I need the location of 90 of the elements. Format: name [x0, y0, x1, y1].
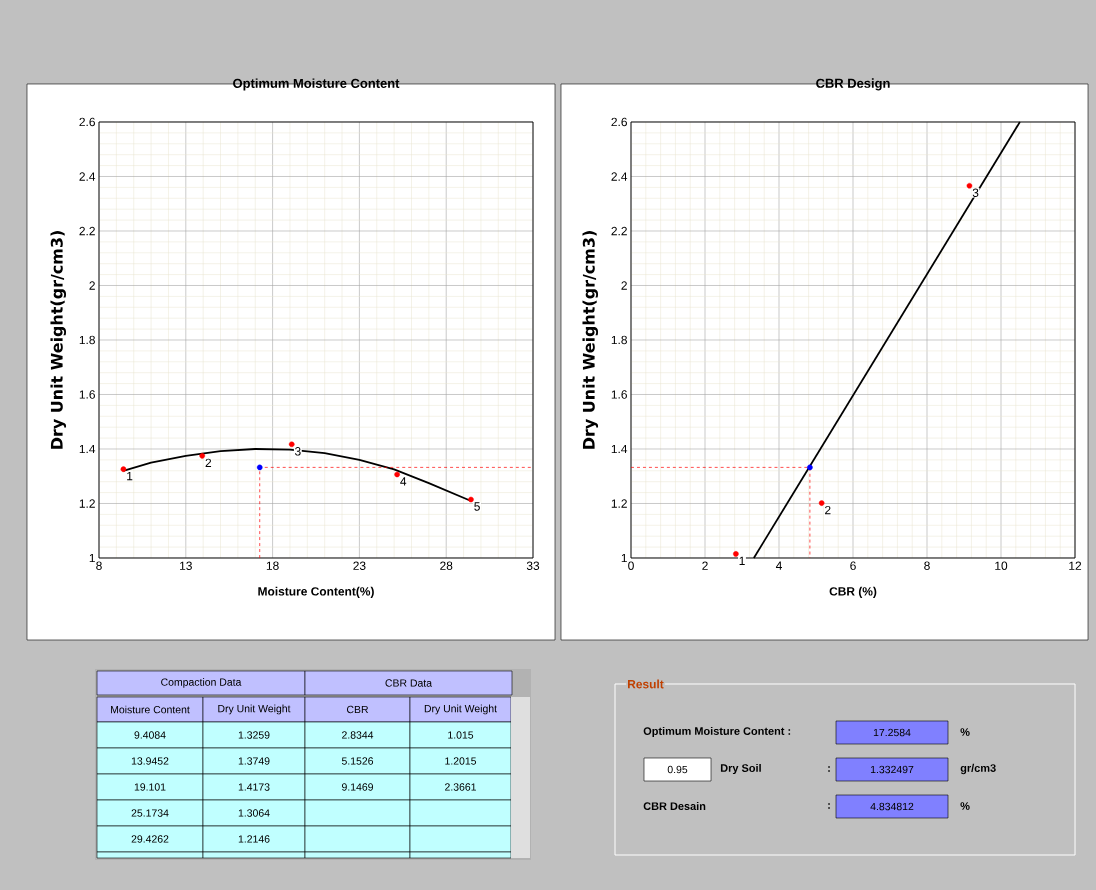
text: Dry Unit Weight — [218, 704, 291, 715]
y-tick-label: 1.2 — [611, 499, 627, 508]
text: : — [828, 803, 830, 809]
x-axis-title: CBR (%) — [829, 586, 877, 598]
text: 25.1734 — [131, 809, 169, 817]
text: 17.2584 — [873, 728, 911, 737]
y-axis-title: Dry Unit Weight(gr/cm3) — [582, 231, 599, 449]
text: 29.4262 — [131, 835, 169, 843]
point — [807, 464, 813, 471]
y-tick-label: 2 — [621, 281, 627, 290]
point — [468, 496, 474, 503]
text: 2.8344 — [342, 731, 374, 739]
annotation: 1 — [127, 471, 133, 481]
y-tick-label: 2.6 — [611, 117, 627, 127]
text: 9.4084 — [134, 731, 166, 739]
text: 5.1526 — [341, 757, 374, 765]
y-tick-label: 2.2 — [79, 226, 95, 236]
point — [733, 551, 739, 557]
text: 9.1469 — [341, 783, 373, 791]
annotation: 2 — [825, 505, 831, 515]
text: : — [828, 766, 830, 772]
text: 1.332497 — [870, 765, 914, 774]
text: 19.101 — [134, 783, 166, 791]
point — [256, 464, 263, 471]
text: Result — [628, 679, 664, 689]
y-tick-label: 1.6 — [611, 390, 627, 399]
point — [818, 500, 825, 506]
y-tick-label: 2.2 — [611, 226, 627, 236]
chart-title: CBR Design — [816, 78, 890, 91]
y-tick-label: 1 — [89, 553, 95, 563]
text: Dry Unit Weight — [424, 704, 497, 715]
point — [199, 453, 205, 459]
text: 1.2146 — [238, 835, 270, 843]
point — [394, 471, 400, 478]
text: % — [960, 728, 970, 736]
text: CBR — [346, 705, 369, 714]
point — [966, 182, 973, 189]
text: Optimum Moisture Content : — [643, 726, 791, 738]
x-tick-label: 12 — [1069, 561, 1082, 570]
y-tick-label: 2.4 — [611, 172, 628, 181]
text: 1.015 — [448, 731, 474, 739]
annotation: 2 — [205, 458, 212, 467]
text: CBR Desain — [643, 801, 706, 811]
text: 1.2015 — [445, 757, 477, 765]
x-tick-label: 10 — [995, 561, 1008, 570]
text: % — [960, 802, 970, 810]
y-tick-label: 1.2 — [79, 499, 95, 508]
text: CBR Data — [385, 679, 433, 687]
text: 1.3064 — [238, 809, 270, 817]
x-tick-label: 8 — [96, 561, 102, 570]
y-tick-label: 1.6 — [79, 390, 95, 399]
y-axis-title: Dry Unit Weight(gr/cm3) — [50, 231, 67, 449]
y-tick-label: 1.8 — [79, 335, 95, 345]
text: 13.9452 — [131, 757, 169, 765]
x-tick-label: 23 — [353, 561, 366, 570]
x-tick-label: 28 — [440, 561, 453, 570]
x-tick-label: 2 — [702, 561, 708, 570]
text: Moisture Content — [111, 705, 190, 714]
annotation: 3 — [972, 188, 979, 197]
y-tick-label: 1.4 — [611, 444, 628, 454]
text: 0.95 — [667, 765, 688, 774]
text: 1.4173 — [238, 783, 270, 791]
x-tick-label: 6 — [850, 561, 856, 570]
x-tick-label: 13 — [180, 561, 192, 570]
y-tick-label: 1 — [621, 553, 627, 563]
text: Compaction Data — [161, 678, 242, 688]
text: gr/cm3 — [960, 763, 996, 775]
point — [288, 441, 295, 448]
annotation: 1 — [739, 556, 745, 565]
text: Dry Soil — [720, 763, 761, 775]
annotation: 3 — [294, 447, 301, 456]
annotation: 5 — [474, 502, 480, 511]
point — [120, 466, 127, 472]
text: 2.3661 — [445, 783, 476, 791]
y-tick-label: 2.6 — [79, 117, 95, 127]
x-tick-label: 0 — [628, 561, 634, 570]
text: 1.3749 — [238, 757, 270, 765]
chart-title: Optimum Moisture Content — [233, 78, 400, 91]
y-tick-label: 1.8 — [611, 335, 627, 345]
y-tick-label: 2 — [89, 281, 95, 290]
text: 4.834812 — [870, 802, 914, 811]
y-tick-label: 2.4 — [79, 172, 96, 181]
x-tick-label: 33 — [526, 561, 540, 570]
text: 1.3259 — [238, 731, 270, 739]
y-tick-label: 1.4 — [79, 444, 96, 454]
x-tick-label: 4 — [775, 561, 782, 570]
x-axis-title: Moisture Content(%) — [258, 586, 374, 598]
annotation: 4 — [400, 477, 407, 486]
x-tick-label: 18 — [266, 561, 279, 570]
x-tick-label: 8 — [924, 561, 930, 570]
